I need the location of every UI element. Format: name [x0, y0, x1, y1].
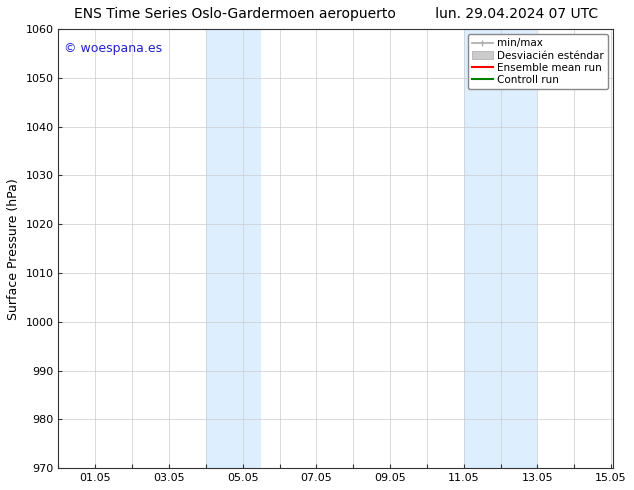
Bar — [463, 29, 538, 468]
Bar — [206, 29, 261, 468]
Y-axis label: Surface Pressure (hPa): Surface Pressure (hPa) — [7, 178, 20, 319]
Text: © woespana.es: © woespana.es — [64, 42, 162, 55]
Legend: min/max, Desviacién esténdar, Ensemble mean run, Controll run: min/max, Desviacién esténdar, Ensemble m… — [468, 34, 607, 89]
Title: ENS Time Series Oslo-Gardermoen aeropuerto         lun. 29.04.2024 07 UTC: ENS Time Series Oslo-Gardermoen aeropuer… — [74, 7, 598, 21]
